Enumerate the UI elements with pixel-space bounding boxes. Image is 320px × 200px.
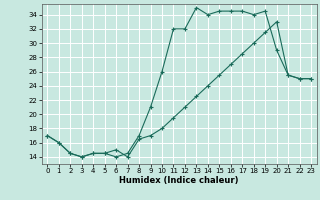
X-axis label: Humidex (Indice chaleur): Humidex (Indice chaleur) [119,176,239,185]
